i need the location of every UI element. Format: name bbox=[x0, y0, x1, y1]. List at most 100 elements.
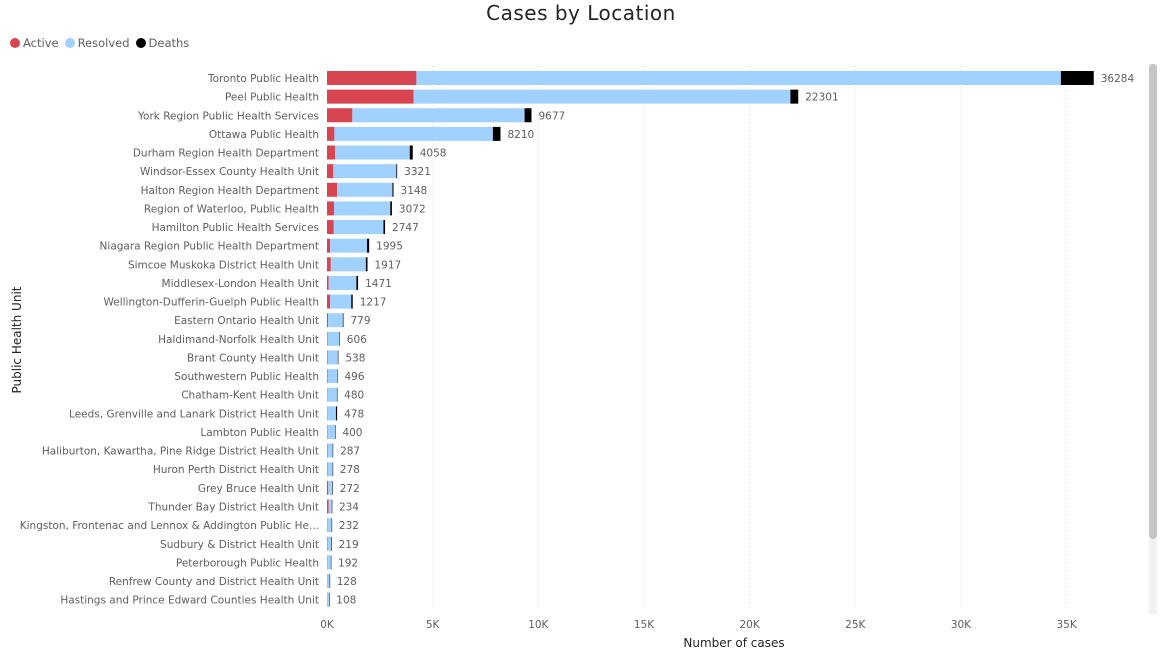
bar-deaths[interactable] bbox=[790, 89, 799, 104]
bar-resolved[interactable] bbox=[327, 424, 336, 439]
bar-deaths[interactable] bbox=[365, 257, 368, 272]
bar-resolved[interactable] bbox=[333, 220, 384, 235]
bar-resolved[interactable] bbox=[330, 257, 366, 272]
total-data-label: 3321 bbox=[404, 166, 431, 178]
bar-active[interactable] bbox=[327, 201, 334, 216]
bar-resolved[interactable] bbox=[413, 89, 791, 104]
bar-resolved[interactable] bbox=[328, 480, 333, 495]
bar-resolved[interactable] bbox=[352, 108, 525, 123]
bar-active[interactable] bbox=[327, 369, 328, 384]
bar-deaths[interactable] bbox=[351, 294, 353, 309]
bar-active[interactable] bbox=[327, 480, 329, 495]
bar-active[interactable] bbox=[327, 257, 331, 272]
bar-active[interactable] bbox=[327, 126, 335, 141]
bar-deaths[interactable] bbox=[342, 313, 344, 328]
bar-deaths[interactable] bbox=[339, 331, 340, 346]
bar-deaths[interactable] bbox=[383, 220, 386, 235]
bar-deaths[interactable] bbox=[356, 275, 359, 290]
bar-active[interactable] bbox=[327, 71, 417, 85]
bar-active[interactable] bbox=[327, 499, 329, 514]
bar-active[interactable] bbox=[327, 313, 329, 328]
legend-item-resolved[interactable]: Resolved bbox=[64, 36, 130, 50]
y-category-label: Toronto Public Health bbox=[207, 73, 319, 85]
bar-deaths[interactable] bbox=[331, 536, 332, 551]
bar-deaths[interactable] bbox=[367, 238, 370, 253]
bar-resolved[interactable] bbox=[330, 238, 368, 253]
total-data-label: 1471 bbox=[365, 278, 392, 290]
bar-deaths[interactable] bbox=[329, 592, 330, 607]
bar-deaths[interactable] bbox=[330, 555, 332, 570]
bar-deaths[interactable] bbox=[335, 406, 338, 421]
bar-deaths[interactable] bbox=[390, 201, 392, 216]
legend-item-active[interactable]: Active bbox=[10, 36, 59, 50]
bar-active[interactable] bbox=[327, 294, 331, 309]
bar-resolved[interactable] bbox=[337, 182, 393, 197]
bar-deaths[interactable] bbox=[392, 182, 394, 197]
bar-deaths[interactable] bbox=[331, 499, 333, 514]
bar-resolved[interactable] bbox=[333, 164, 397, 179]
bar-resolved[interactable] bbox=[327, 369, 337, 384]
bar-resolved[interactable] bbox=[328, 499, 332, 514]
bar-active[interactable] bbox=[327, 462, 328, 477]
bar-active[interactable] bbox=[327, 89, 414, 104]
bar-deaths[interactable] bbox=[1060, 71, 1094, 85]
bar-resolved[interactable] bbox=[327, 555, 331, 570]
legend-label-deaths: Deaths bbox=[148, 36, 190, 50]
total-data-label: 2747 bbox=[392, 222, 419, 234]
total-data-label: 606 bbox=[347, 334, 367, 346]
bar-resolved[interactable] bbox=[416, 71, 1061, 85]
bar-resolved[interactable] bbox=[328, 275, 357, 290]
bar-deaths[interactable] bbox=[332, 462, 334, 477]
bar-deaths[interactable] bbox=[332, 480, 333, 495]
bar-deaths[interactable] bbox=[396, 164, 398, 179]
bar-resolved[interactable] bbox=[327, 462, 333, 477]
bar-active[interactable] bbox=[327, 443, 328, 458]
bar-deaths[interactable] bbox=[332, 443, 334, 458]
bar-resolved[interactable] bbox=[330, 294, 352, 309]
bar-active[interactable] bbox=[327, 536, 328, 551]
bar-resolved[interactable] bbox=[334, 126, 493, 141]
y-category-label: Haldimand-Norfolk Health Unit bbox=[158, 334, 319, 346]
y-category-label: Grey Bruce Health Unit bbox=[198, 483, 319, 495]
bar-resolved[interactable] bbox=[327, 331, 340, 346]
bar-active[interactable] bbox=[327, 350, 328, 365]
legend-item-deaths[interactable]: Deaths bbox=[135, 36, 190, 50]
bar-deaths[interactable] bbox=[329, 574, 331, 589]
bar-resolved[interactable] bbox=[327, 350, 338, 365]
bar-resolved[interactable] bbox=[327, 387, 337, 402]
bar-deaths[interactable] bbox=[336, 369, 338, 384]
bar-deaths[interactable] bbox=[337, 350, 339, 365]
bar-resolved[interactable] bbox=[327, 536, 332, 551]
bar-deaths[interactable] bbox=[409, 145, 413, 160]
bar-active[interactable] bbox=[327, 275, 329, 290]
bar-active[interactable] bbox=[327, 164, 334, 179]
bar-active[interactable] bbox=[327, 331, 328, 346]
bar-deaths[interactable] bbox=[335, 424, 336, 439]
bar-active[interactable] bbox=[327, 145, 336, 160]
bar-resolved[interactable] bbox=[327, 574, 330, 589]
bar-resolved[interactable] bbox=[327, 518, 332, 533]
bar-resolved[interactable] bbox=[333, 201, 391, 216]
bar-active[interactable] bbox=[327, 220, 334, 235]
legend-label-resolved: Resolved bbox=[77, 36, 130, 50]
bar-active[interactable] bbox=[327, 424, 328, 439]
bar-active[interactable] bbox=[327, 182, 338, 197]
category-labels: Toronto Public Health Peel Public Health Y… bbox=[20, 73, 319, 607]
x-axis-title: Number of cases bbox=[683, 636, 784, 650]
y-category-label: Halton Region Health Department bbox=[141, 185, 319, 197]
scrollbar-thumb[interactable] bbox=[1149, 64, 1157, 539]
bar-deaths[interactable] bbox=[524, 108, 532, 123]
x-tick-label: 0K bbox=[320, 619, 335, 631]
bar-resolved[interactable] bbox=[327, 406, 336, 421]
y-category-label: Thunder Bay District Health Unit bbox=[147, 501, 319, 513]
y-category-label: Hamilton Public Health Services bbox=[152, 222, 319, 234]
bar-resolved[interactable] bbox=[327, 592, 330, 607]
bar-deaths[interactable] bbox=[331, 518, 333, 533]
bar-active[interactable] bbox=[327, 238, 331, 253]
bar-deaths[interactable] bbox=[492, 126, 501, 141]
bar-resolved[interactable] bbox=[335, 145, 410, 160]
bar-resolved[interactable] bbox=[328, 313, 343, 328]
bar-resolved[interactable] bbox=[327, 443, 333, 458]
bar-deaths[interactable] bbox=[336, 387, 338, 402]
bar-active[interactable] bbox=[327, 108, 353, 123]
